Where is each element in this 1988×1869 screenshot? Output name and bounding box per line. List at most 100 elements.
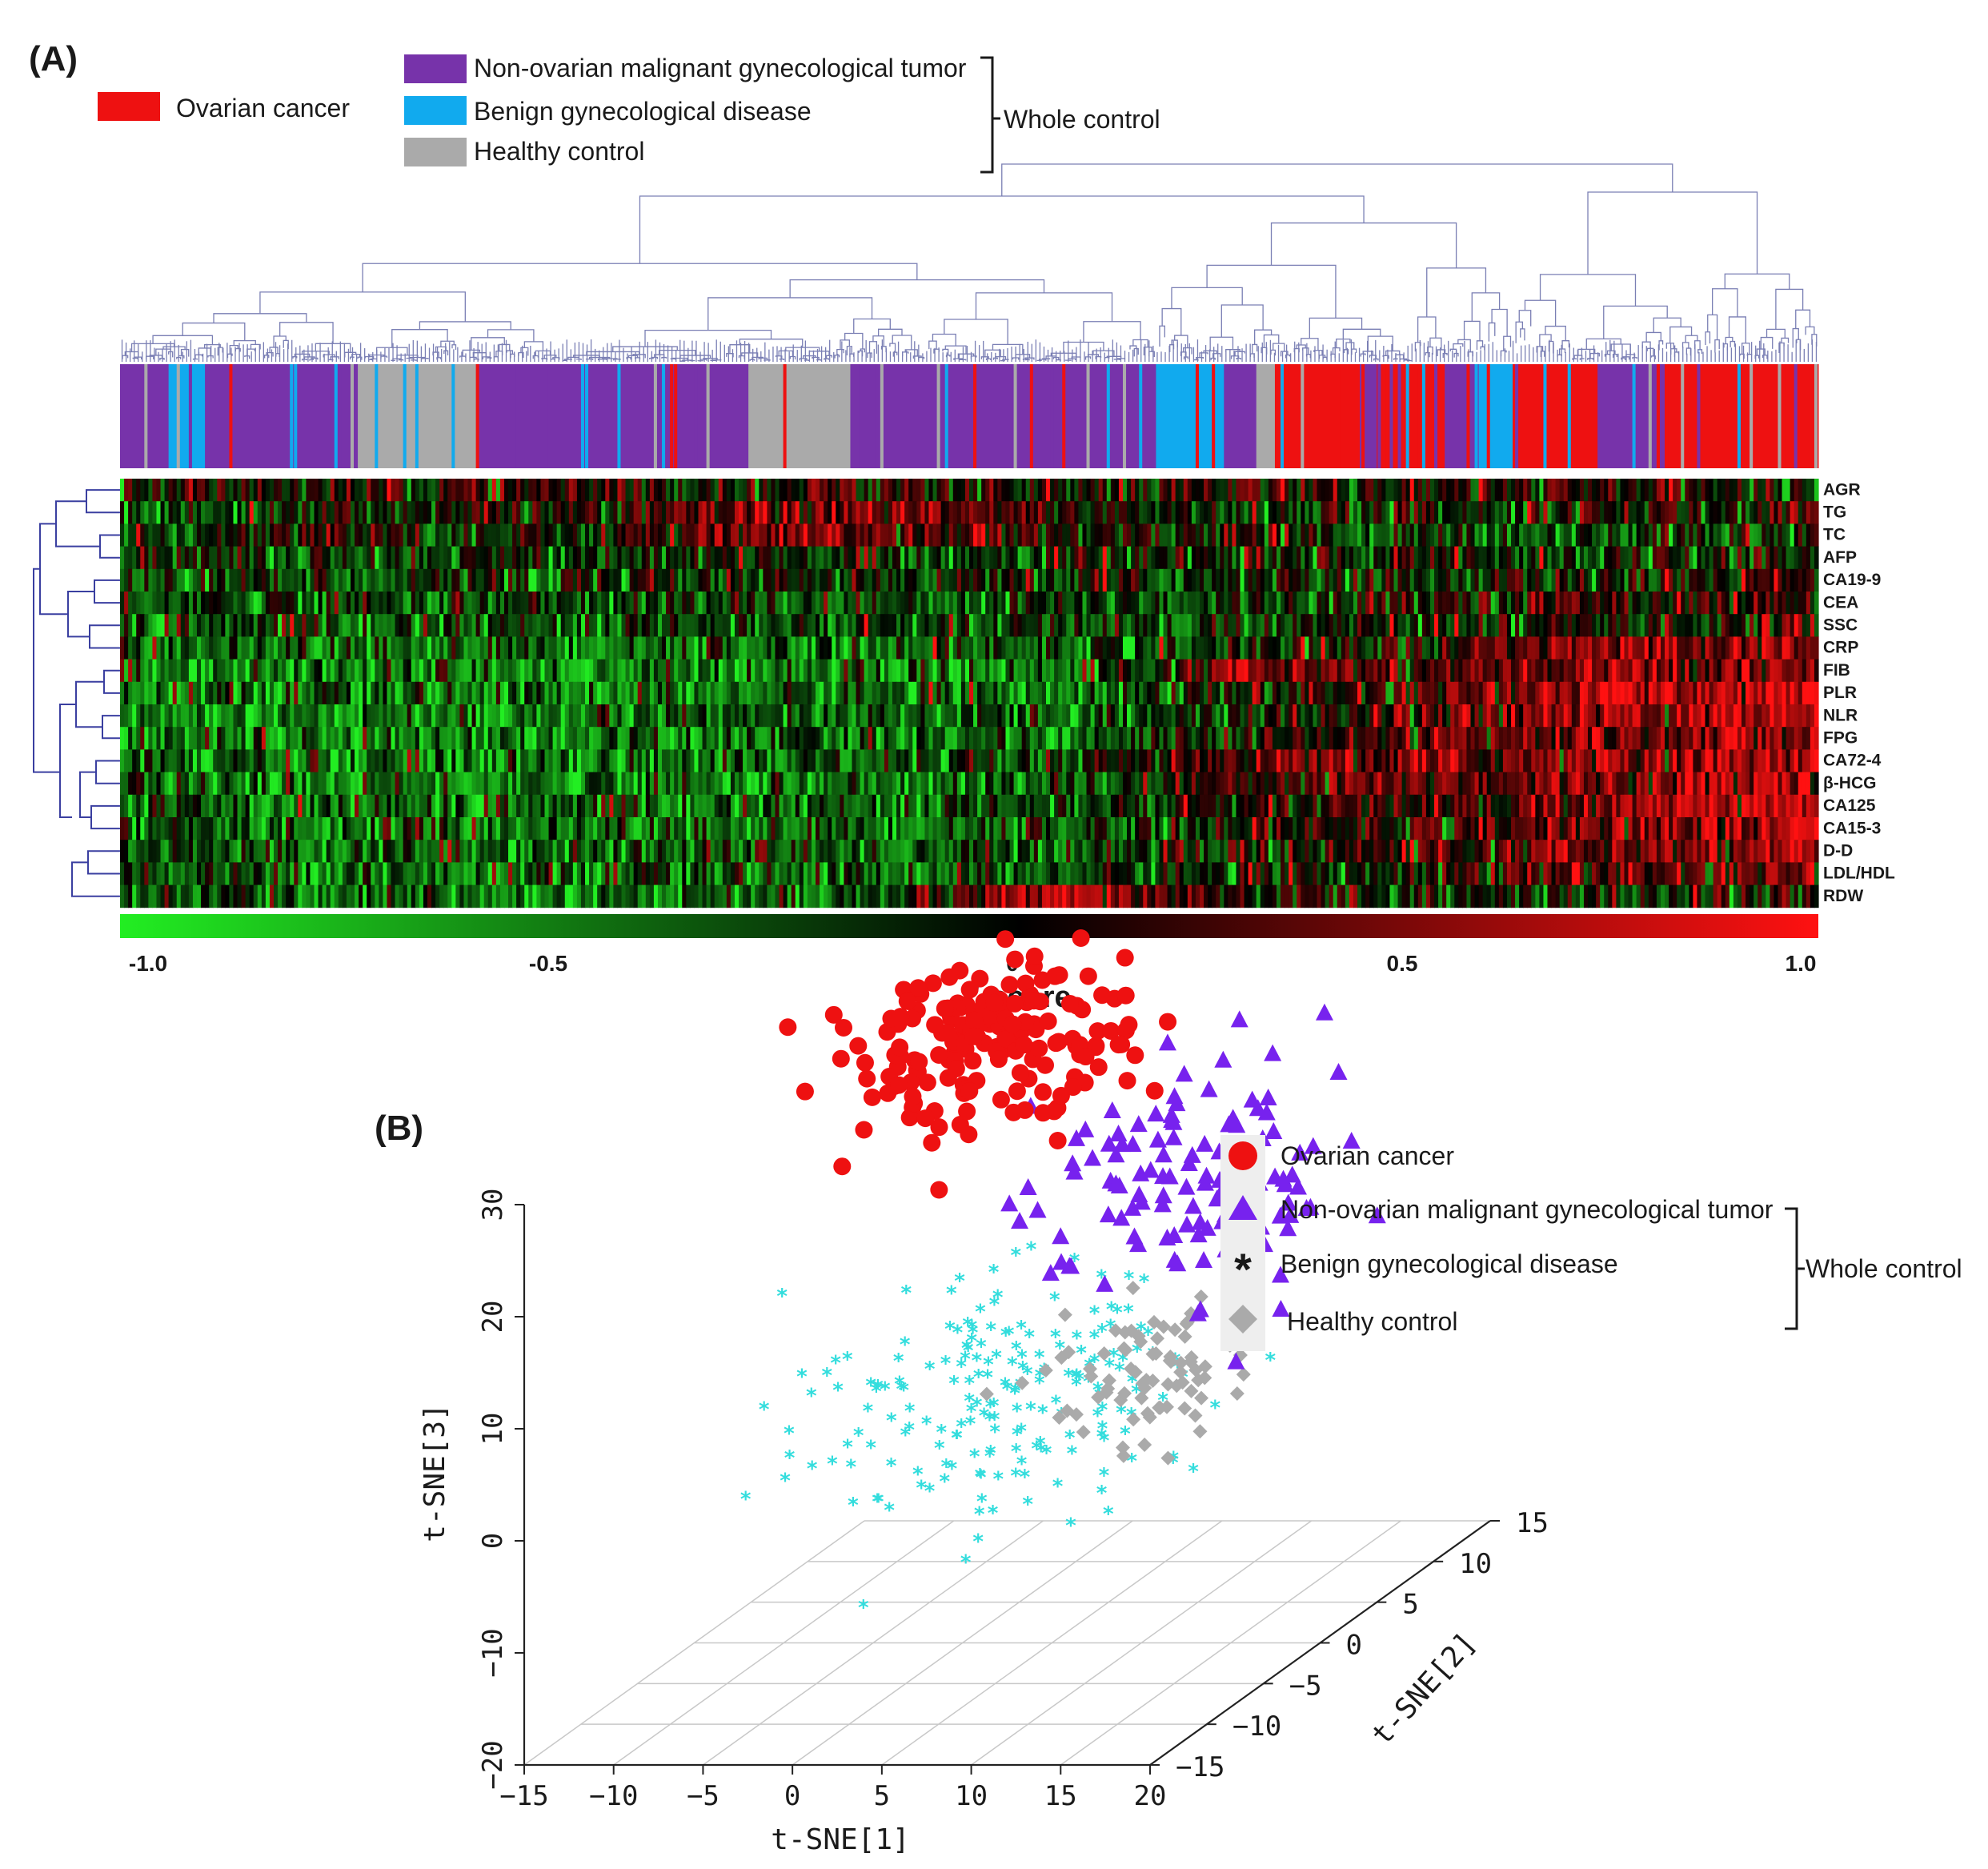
heatmap-cell xyxy=(455,523,460,547)
heatmap-cell xyxy=(253,523,259,547)
heatmap-cell xyxy=(233,501,238,524)
heatmap-cell xyxy=(1551,523,1557,547)
row-dendrogram xyxy=(33,489,120,897)
heatmap-cell xyxy=(1612,636,1617,660)
heatmap-cell xyxy=(1070,523,1075,547)
heatmap-cell xyxy=(629,614,635,637)
heatmap-cell xyxy=(908,523,913,547)
heatmap-cell xyxy=(1353,501,1358,524)
heatmap-cell xyxy=(1766,501,1770,524)
heatmap-cell xyxy=(520,568,525,592)
heatmap-cell xyxy=(338,636,343,660)
heatmap-cell xyxy=(876,592,881,615)
heatmap-cell xyxy=(1151,523,1156,547)
heatmap-cell xyxy=(1681,501,1685,524)
heatmap-cell xyxy=(1770,636,1775,660)
heatmap-cell xyxy=(1021,546,1027,570)
heatmap-cell xyxy=(1050,501,1055,524)
heatmap-cell xyxy=(1167,479,1172,502)
heatmap-cell xyxy=(1102,523,1108,547)
heatmap-cell xyxy=(981,546,986,570)
heatmap-cell xyxy=(1393,659,1399,683)
heatmap-cell xyxy=(1248,636,1253,660)
heatmap-cell xyxy=(310,523,315,547)
heatmap-cell xyxy=(637,681,643,705)
heatmap-cell xyxy=(1450,659,1455,683)
heatmap-cell xyxy=(1713,523,1718,547)
heatmap-cell xyxy=(1486,568,1492,592)
heatmap-cell xyxy=(1349,546,1354,570)
heatmap-cell xyxy=(1551,592,1557,615)
heatmap-cell xyxy=(1401,479,1407,502)
column-dendro-link xyxy=(877,328,903,336)
heatmap-cell xyxy=(1758,501,1762,524)
heatmap-cell xyxy=(1094,501,1100,524)
heatmap-cell xyxy=(196,592,202,615)
heatmap-cell xyxy=(1596,501,1601,524)
heatmap-cell xyxy=(342,659,347,683)
heatmap-cell xyxy=(1636,479,1641,502)
heatmap-cell xyxy=(1317,523,1322,547)
heatmap-cell xyxy=(868,479,873,502)
heatmap-cell xyxy=(1256,659,1261,683)
heatmap-cell xyxy=(1567,568,1573,592)
heatmap-cell xyxy=(617,681,623,705)
heatmap-cell xyxy=(1369,479,1374,502)
row-dendro-link xyxy=(67,591,94,638)
heatmap-cell xyxy=(1127,479,1132,502)
heatmap-cell xyxy=(342,568,347,592)
heatmap-cell xyxy=(282,636,287,660)
column-dendro-link xyxy=(349,356,355,360)
heatmap-cell xyxy=(1644,546,1649,570)
heatmap-cell xyxy=(1701,592,1706,615)
heatmap-cell xyxy=(1612,479,1617,502)
heatmap-cell xyxy=(1329,659,1334,683)
heatmap-cell xyxy=(479,592,485,615)
heatmap-cell xyxy=(1220,523,1224,547)
heatmap-cell xyxy=(403,659,408,683)
heatmap-cell xyxy=(1490,523,1496,547)
annotation-stripe xyxy=(1417,364,1421,468)
heatmap-cell xyxy=(1305,636,1309,660)
annotation-stripe xyxy=(1782,364,1786,468)
heatmap-cell xyxy=(585,501,590,524)
heatmap-cell xyxy=(205,681,210,705)
heatmap-cell xyxy=(876,681,881,705)
annotation-stripe xyxy=(334,364,338,468)
heatmap-cell xyxy=(1640,546,1645,570)
heatmap-cell xyxy=(613,501,619,524)
heatmap-cell xyxy=(718,659,723,683)
heatmap-cell xyxy=(1313,546,1318,570)
heatmap-cell xyxy=(836,546,840,570)
heatmap-cell xyxy=(868,568,873,592)
annotation-stripe xyxy=(375,364,379,468)
heatmap-cell xyxy=(1421,501,1427,524)
heatmap-cell xyxy=(1187,568,1192,592)
heatmap-cell xyxy=(1466,592,1472,615)
heatmap-cell xyxy=(261,546,267,570)
heatmap-cell xyxy=(310,592,315,615)
heatmap-cell xyxy=(383,546,388,570)
heatmap-cell xyxy=(209,523,214,547)
heatmap-cell xyxy=(1187,501,1192,524)
heatmap-cell xyxy=(290,523,295,547)
heatmap-cell xyxy=(1179,659,1184,683)
heatmap-cell xyxy=(548,614,554,637)
heatmap-cell xyxy=(856,523,861,547)
heatmap-cell xyxy=(152,479,158,502)
heatmap-cell xyxy=(956,501,962,524)
heatmap-cell xyxy=(1782,546,1787,570)
heatmap-cell xyxy=(1187,614,1192,637)
heatmap-cell xyxy=(435,614,440,637)
heatmap-cell xyxy=(960,479,966,502)
heatmap-cell xyxy=(1131,659,1136,683)
heatmap-cell xyxy=(1252,501,1257,524)
heatmap-cell xyxy=(419,501,424,524)
heatmap-cell xyxy=(1353,659,1358,683)
annotation-stripe xyxy=(1195,364,1199,468)
heatmap-cell xyxy=(1754,479,1758,502)
heatmap-cell xyxy=(330,523,335,547)
heatmap-cell xyxy=(1446,501,1451,524)
heatmap-cell xyxy=(690,592,695,615)
heatmap-cell xyxy=(1588,659,1593,683)
